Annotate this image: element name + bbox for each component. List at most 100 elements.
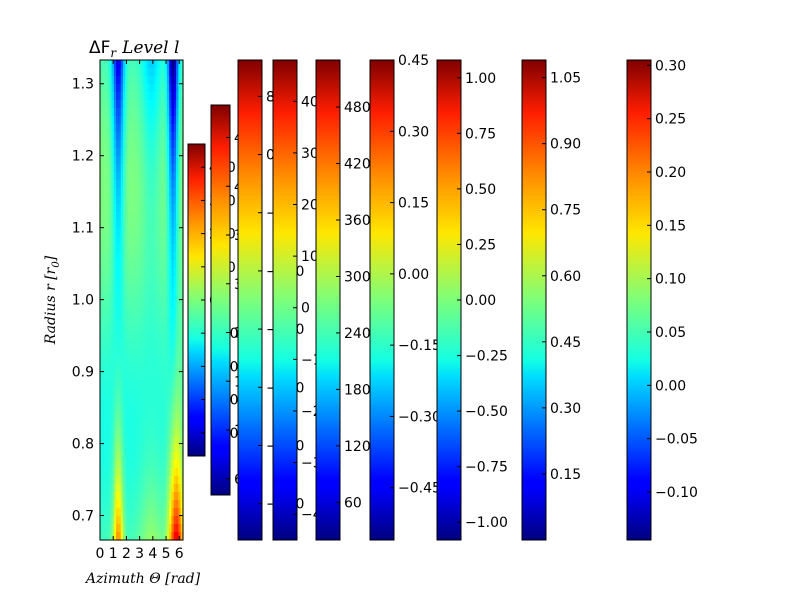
heatmap-cell [139,492,143,501]
heatmap-cell [136,196,140,205]
heatmap-cell [123,396,126,405]
heatmap-cell [136,156,140,165]
heatmap-cell [164,212,168,221]
heatmap-cell [169,468,173,477]
heatmap-cell [120,492,124,501]
heatmap-cell [157,420,161,429]
heatmap-cell [180,412,184,421]
heatmap-cell [106,268,110,277]
heatmap-cell [141,324,145,333]
heatmap-cell [100,188,103,197]
heatmap-cell [159,84,163,93]
heatmap-cell [169,284,173,293]
heatmap-cell [159,68,163,77]
heatmap-cell [111,276,115,285]
heatmap-cell [162,476,166,485]
heatmap-cell [162,180,166,189]
heatmap-cell [102,492,106,501]
heatmap-cell [148,220,152,229]
heatmap-cell [155,124,159,133]
heatmap-cell [166,68,170,77]
heatmap-cell [118,428,122,437]
heatmap-cell [123,300,126,309]
heatmap-cell [120,212,124,221]
heatmap-cell [141,516,145,525]
heatmap-cell [173,484,177,493]
heatmap-cell [176,412,179,421]
heatmap-cell [134,516,138,525]
heatmap-cell [134,492,138,501]
heatmap-cell [159,156,163,165]
heatmap-cell [129,244,133,253]
heatmap-cell [139,172,143,181]
colorbar-frame [626,59,652,541]
heatmap-cell [120,188,124,197]
heatmap-cell [143,396,147,405]
heatmap-cell [116,100,120,109]
heatmap-cell [157,332,161,341]
colorbar-tick-label: −0.10 [655,485,698,501]
heatmap-cell [159,364,163,373]
heatmap-cell [129,300,133,309]
heatmap-cell [141,356,145,365]
heatmap-cell [153,492,156,501]
heatmap-cell [125,164,129,173]
heatmap-cell [127,508,131,517]
heatmap-cell [132,340,136,349]
heatmap-cell [169,164,173,173]
heatmap-cell [157,508,161,517]
heatmap-cell [127,132,131,141]
heatmap-cell [150,292,154,301]
heatmap-cell [109,412,113,421]
heatmap-cell [116,164,120,173]
heatmap-cell [171,260,175,269]
heatmap-cell [146,444,150,453]
heatmap-cell [157,388,161,397]
heatmap-cell [100,412,103,421]
heatmap-cell [180,420,184,429]
heatmap-cell [109,180,113,189]
heatmap-cell [178,308,182,317]
heatmap-cell [106,412,110,421]
heatmap-cell [136,68,140,77]
heatmap-cell [171,436,175,445]
heatmap-cell [171,428,175,437]
heatmap-cell [180,460,184,469]
heatmap-cell [171,204,175,213]
heatmap-cell [116,220,120,229]
heatmap-cell [164,92,168,101]
heatmap-cell [104,308,108,317]
heatmap-cell [143,340,147,349]
heatmap-cell [129,396,133,405]
heatmap-cell [162,60,166,69]
heatmap-cell [150,252,154,261]
heatmap-cell [148,68,152,77]
heatmap-cell [116,268,120,277]
heatmap-cell [136,380,140,389]
heatmap-cell [141,468,145,477]
heatmap-cell [146,220,150,229]
heatmap-cell [157,444,161,453]
heatmap-cell [164,308,168,317]
heatmap-cell [171,236,175,245]
heatmap-cell [171,476,175,485]
heatmap-cell [143,468,147,477]
heatmap-cell [127,340,131,349]
heatmap-cell [106,76,110,85]
heatmap-cell [118,372,122,381]
heatmap-cell [164,452,168,461]
heatmap-cell [129,124,133,133]
heatmap-cell [102,428,106,437]
heatmap-cell [148,268,152,277]
heatmap-cell [146,316,150,325]
heatmap-cell [173,388,177,397]
heatmap-cell [136,324,140,333]
heatmap-cell [132,84,136,93]
heatmap-cell [125,188,129,197]
heatmap-cell [157,132,161,141]
heatmap-cell [180,140,184,149]
heatmap-cell [169,340,173,349]
heatmap-cell [100,284,103,293]
heatmap-cell [113,356,117,365]
heatmap-cell [153,84,156,93]
